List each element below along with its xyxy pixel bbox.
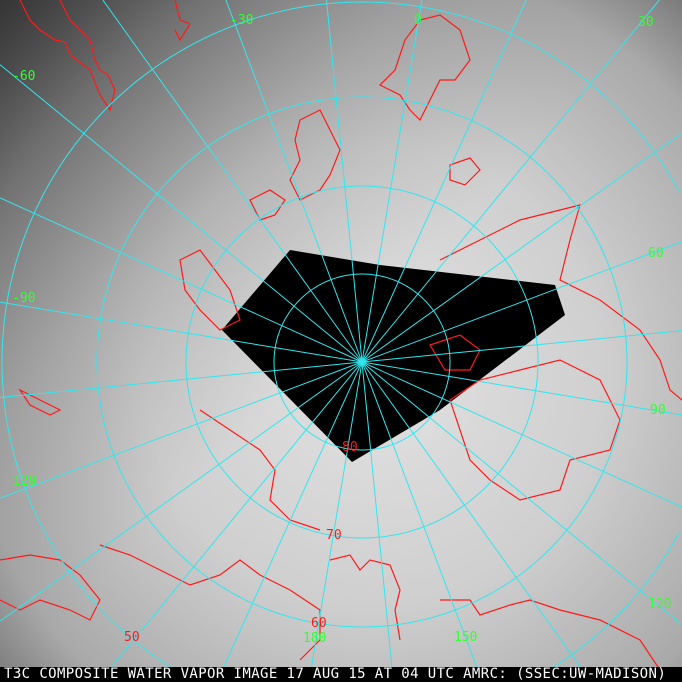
meridian-line: [361, 0, 423, 363]
meridian-line: [98, 361, 363, 682]
lon-label: 150: [454, 630, 477, 645]
meridian-line: [361, 361, 682, 508]
lon-label: -30: [230, 13, 253, 28]
lon-label: -60: [12, 69, 35, 84]
meridian-line: [361, 361, 592, 682]
lon-label: 90: [650, 403, 666, 418]
graticule-labels: -30 0 30 -60 -90 60 90 -120 120 180 150 …: [5, 13, 671, 646]
lon-label: 60: [648, 246, 664, 261]
lat-label: 60: [311, 616, 327, 631]
image-caption: T3C COMPOSITE WATER VAPOR IMAGE 17 AUG 1…: [0, 667, 682, 682]
meridian-line: [216, 361, 363, 682]
meridian-line: [361, 0, 527, 363]
meridian-line: [361, 132, 682, 363]
meridian-line: [0, 64, 363, 363]
meridian-line: [0, 197, 363, 363]
latitude-circle: [96, 96, 628, 628]
lat-label: 70: [326, 528, 342, 543]
meridian-line: [0, 361, 363, 398]
meridian-line: [0, 361, 363, 499]
meridian-line: [361, 361, 682, 416]
lon-label: 0: [414, 13, 422, 28]
meridian-line: [326, 0, 363, 363]
latitude-circle: [185, 185, 539, 539]
lon-label: 30: [638, 15, 654, 30]
lon-label: -: [108, 630, 116, 645]
meridian-line: [225, 0, 363, 363]
meridian-line: [361, 361, 682, 626]
lon-label: 180: [303, 631, 326, 646]
meridian-line: [361, 361, 483, 682]
latitude-circle: [530, 530, 681, 681]
meridian-line: [0, 361, 363, 622]
meridian-line: [361, 0, 660, 363]
meridian-line: [0, 301, 363, 363]
lon-label: -120: [5, 474, 36, 489]
lat-label: 50: [124, 630, 140, 645]
lat-label: 80: [342, 440, 358, 455]
meridian-line: [361, 330, 682, 363]
no-data-region: [222, 250, 565, 462]
latitude-circle: [273, 273, 451, 451]
lon-label: 120: [648, 597, 671, 612]
lon-label: -90: [12, 291, 35, 306]
meridian-line: [308, 361, 363, 682]
meridian-line: [361, 361, 394, 682]
meridian-line: [361, 241, 682, 363]
meridian-line: [102, 0, 363, 363]
